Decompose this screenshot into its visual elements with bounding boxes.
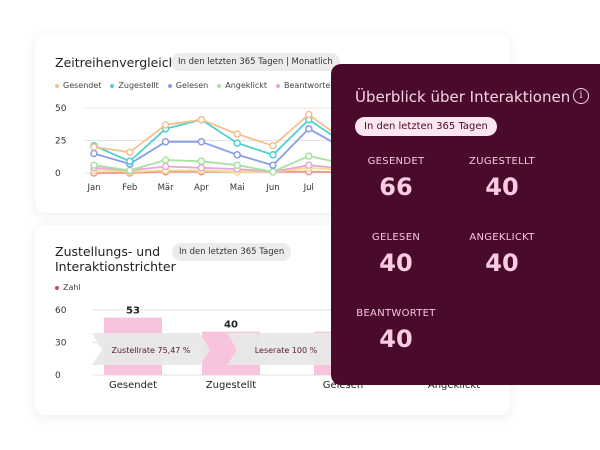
funnel-title-line1: Zustellungs- und	[55, 244, 161, 259]
series-line	[93, 166, 345, 173]
series-line	[93, 155, 345, 173]
metric-label: GESENDET	[367, 156, 425, 167]
y-tick-label: 0	[55, 371, 61, 381]
x-tick-label: Zugestellt	[206, 380, 257, 391]
legend-label: Gesendet	[63, 81, 102, 90]
x-tick-label: Jan	[86, 183, 100, 193]
data-point	[305, 125, 313, 133]
delivery-rate-arrow	[92, 333, 210, 365]
legend-dot	[167, 83, 172, 88]
x-tick-label: Gelesen	[323, 380, 364, 391]
legend-label: Gelesen	[175, 81, 209, 90]
overview-title: Überblick über Interaktionen	[355, 88, 571, 106]
legend-label: Beantwortet	[284, 81, 334, 90]
x-tick-label: Feb	[122, 183, 137, 193]
y-tick-label: 30	[55, 339, 67, 349]
legend-item[interactable]: Zugestellt	[110, 81, 159, 90]
x-tick-label: Apr	[194, 183, 209, 193]
metric-label: ANGEKLICKT	[469, 232, 535, 243]
data-point	[269, 141, 277, 150]
x-tick-label: Mär	[158, 183, 175, 193]
data-point	[126, 166, 134, 175]
data-point	[305, 152, 313, 160]
data-point	[197, 157, 206, 166]
metric-value: 40	[379, 325, 413, 353]
legend-item[interactable]: Gesendet	[55, 81, 101, 90]
y-tick-label: 25	[55, 137, 66, 147]
metric-beantwortet: BEANTWORTET 40	[341, 308, 451, 353]
timeseries-title: Zeitreihenvergleich	[55, 55, 177, 70]
data-point	[305, 110, 313, 119]
data-point	[161, 162, 170, 171]
x-tick-label: Gesendet	[109, 380, 157, 391]
metric-value: 40	[485, 249, 519, 277]
data-point	[197, 115, 206, 124]
series-line	[93, 164, 345, 173]
x-tick-label: Angeklickt	[428, 380, 480, 391]
legend-dot	[110, 83, 115, 88]
legend-label: Zugestellt	[118, 81, 159, 90]
data-point	[90, 161, 98, 169]
metric-gelesen: GELESEN 40	[341, 232, 451, 277]
bar-value-label: 53	[126, 306, 140, 317]
delivery-rate-arrow-label: Zustellrate 75,47 %	[111, 346, 190, 355]
x-tick-label: Jun	[265, 183, 279, 193]
data-point	[197, 138, 206, 146]
legend-dot	[217, 83, 222, 88]
data-point	[269, 151, 277, 159]
series-line	[93, 113, 346, 154]
funnel-title-line2: Interaktionstrichter	[55, 259, 176, 274]
legend-label: Angeklickt	[225, 81, 268, 90]
metric-label: GELESEN	[371, 232, 421, 243]
metric-label: BEANTWORTET	[356, 308, 436, 319]
data-point	[269, 167, 277, 176]
legend-dot	[55, 83, 59, 88]
funnel-filter[interactable]: In den letzten 365 Tagen	[172, 243, 292, 261]
legend-item[interactable]: Angeklickt	[217, 81, 267, 90]
metric-value: 66	[379, 173, 413, 201]
data-point	[233, 130, 241, 138]
bar-value-label: 40	[224, 320, 238, 331]
data-point	[90, 143, 98, 151]
legend-dot	[55, 285, 59, 290]
series-line	[93, 127, 346, 167]
legend-item[interactable]: Gelesen	[167, 81, 209, 90]
overview-panel: Überblick über Interaktionen i In den le…	[331, 64, 600, 385]
metric-gesendet: GESENDET 66	[341, 156, 451, 201]
data-point	[90, 149, 98, 158]
timeseries-filter[interactable]: In den letzten 365 Tagen | Monatlich	[171, 53, 340, 71]
timeseries-chart: 50 25 0 Jan Feb Mär Apr Mai Jun Jul	[55, 104, 510, 193]
read-rate-arrow	[227, 333, 345, 365]
data-point	[305, 161, 313, 169]
funnel-title: Zustellungs- und Interaktionstrichter	[55, 244, 176, 274]
y-tick-label: 0	[55, 169, 61, 179]
series-line	[93, 118, 346, 163]
metric-value: 40	[485, 173, 519, 201]
data-point	[161, 121, 170, 129]
metric-value: 40	[379, 249, 413, 277]
data-point	[269, 161, 277, 169]
data-point	[197, 164, 206, 172]
funnel-legend: Zahl	[55, 283, 81, 292]
x-tick-label: Jul	[303, 183, 314, 193]
metric-angeklickt: ANGEKLICKT 40	[447, 232, 557, 277]
read-rate-arrow-label: Leserate 100 %	[255, 346, 318, 355]
data-point	[161, 138, 170, 146]
x-tick-label: Mai	[230, 183, 245, 193]
y-tick-label: 60	[55, 306, 67, 316]
data-point	[233, 139, 241, 147]
legend-item[interactable]: Beantwortet	[276, 81, 333, 90]
data-point	[233, 151, 241, 159]
metric-label: ZUGESTELLT	[469, 156, 535, 167]
data-point	[161, 156, 170, 164]
data-point	[126, 157, 134, 166]
metric-zugestellt: ZUGESTELLT 40	[447, 156, 557, 201]
legend-label: Zahl	[63, 283, 81, 292]
data-point	[233, 161, 241, 169]
overview-filter[interactable]: In den letzten 365 Tagen	[355, 117, 497, 136]
data-point	[126, 148, 134, 156]
y-tick-label: 50	[55, 104, 67, 114]
info-icon[interactable]: i	[573, 88, 589, 104]
legend-dot	[276, 83, 281, 88]
